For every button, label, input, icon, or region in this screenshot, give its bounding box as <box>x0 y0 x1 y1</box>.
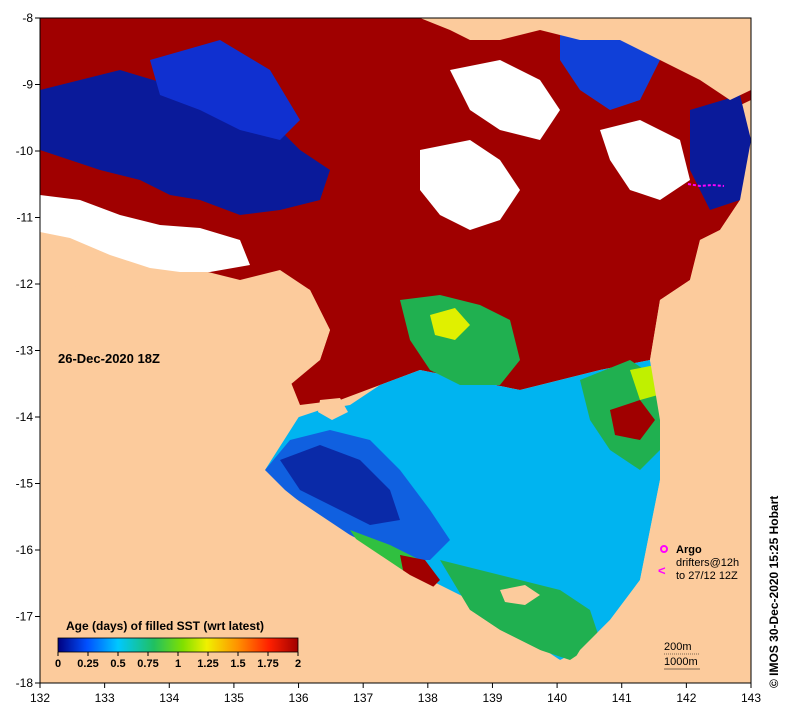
colorbar-title: Age (days) of filled SST (wrt latest) <box>66 619 264 633</box>
lon-tick-label: 143 <box>741 691 761 705</box>
island-mornington <box>500 585 540 605</box>
sea-dark-blue <box>40 70 330 215</box>
sea-mid-blue-west <box>150 40 300 140</box>
drifter-marker-icon: < <box>658 563 666 578</box>
colorbar-tick-label: 0.5 <box>110 658 125 670</box>
lon-tick-label: 134 <box>159 691 179 705</box>
argo-marker-icon <box>660 545 668 553</box>
colorbar-tick-label: 0.25 <box>77 658 98 670</box>
lon-tick-label: 142 <box>676 691 696 705</box>
lat-tick-label: -13 <box>16 344 34 358</box>
lon-tick-label: 137 <box>353 691 373 705</box>
land-new-guinea <box>420 18 751 100</box>
island-groote <box>318 398 348 420</box>
colorbar-tick-label: 1.75 <box>257 658 278 670</box>
sst-field <box>40 18 751 683</box>
drifters-sub-label: to 27/12 12Z <box>676 570 738 582</box>
gulf-dark-blue-west <box>280 445 400 525</box>
no-data-west <box>40 195 250 272</box>
drifters-label: drifters@12h <box>676 557 739 569</box>
markers-legend: Argo < drifters@12h to 27/12 12Z <box>658 544 739 582</box>
gulf-green-north <box>400 295 520 385</box>
lat-tick-label: -14 <box>16 410 34 424</box>
no-data-east <box>600 120 690 200</box>
isobath-200-label: 200m <box>664 641 692 653</box>
gulf-yellow-north <box>430 308 470 340</box>
lat-axis: -8 -9 -10 -11 -12 -13 -14 -15 -16 -17 -18 <box>16 11 40 690</box>
credit-label: © IMOS 30-Dec-2020 15:25 Hobart <box>767 496 781 688</box>
lat-tick-label: -11 <box>17 211 34 225</box>
lat-tick-label: -8 <box>22 11 33 25</box>
lon-tick-label: 139 <box>482 691 502 705</box>
argo-label: Argo <box>676 544 702 556</box>
colorbar-tick-label: 1.25 <box>197 658 218 670</box>
sea-blue-northeast <box>690 95 751 210</box>
lat-tick-label: -10 <box>16 144 34 158</box>
land-arnhem <box>40 275 560 683</box>
gulf-red-east <box>610 400 655 440</box>
timestamp-label: 26-Dec-2020 18Z <box>58 351 160 366</box>
lon-axis: 132 133 134 135 136 137 138 139 140 141 142 143 <box>30 683 761 705</box>
lat-tick-label: -9 <box>22 78 33 92</box>
colorbar-tick-label: 0 <box>55 658 61 670</box>
no-data-center <box>420 140 520 230</box>
lon-tick-label: 138 <box>418 691 438 705</box>
lon-tick-label: 140 <box>547 691 567 705</box>
colorbar-ticks: 0 0.25 0.5 0.75 1 1.25 1.5 1.75 2 <box>55 652 301 670</box>
drifter-track <box>687 183 725 188</box>
lat-tick-label: -12 <box>16 277 34 291</box>
lat-tick-label: -15 <box>16 477 34 491</box>
gulf-green-south <box>440 560 600 660</box>
lat-tick-label: -18 <box>16 676 34 690</box>
lat-tick-label: -16 <box>16 543 34 557</box>
colorbar <box>57 637 299 653</box>
lon-tick-label: 135 <box>224 691 244 705</box>
gulf-light-blue <box>265 360 660 660</box>
lat-tick-label: -17 <box>16 610 34 624</box>
lon-tick-label: 133 <box>95 691 115 705</box>
no-data-north <box>450 60 560 140</box>
lon-tick-label: 136 <box>289 691 309 705</box>
lon-tick-label: 132 <box>30 691 50 705</box>
colorbar-tick-label: 2 <box>295 658 301 670</box>
colorbar-tick-label: 0.75 <box>137 658 158 670</box>
gulf-yellow-east <box>630 365 658 400</box>
isobath-legend: 200m 1000m <box>664 641 700 670</box>
colorbar-tick-label: 1.5 <box>230 658 245 670</box>
colorbar-tick-label: 1 <box>175 658 181 670</box>
land-cape-york <box>560 190 751 683</box>
isobath-1000-label: 1000m <box>664 656 698 668</box>
lon-tick-label: 141 <box>612 691 632 705</box>
